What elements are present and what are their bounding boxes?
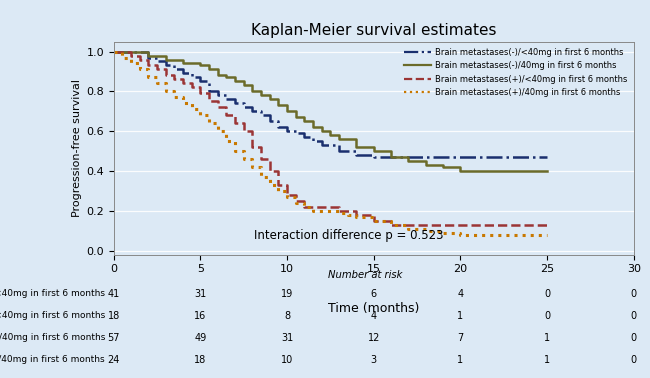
Brain metastases(-)/40mg in first 6 months — [309, 125, 317, 130]
Brain metastases(-)/<40mg in first 6 months — [474, 155, 482, 160]
Text: 41: 41 — [108, 289, 120, 299]
Brain metastases(-)/<40mg in first 6 months — [370, 155, 378, 160]
Brain metastases(-)/40mg in first 6 months — [110, 49, 118, 54]
Text: Brain metastases(+)/<40mg in first 6 months: Brain metastases(+)/<40mg in first 6 mon… — [0, 311, 105, 320]
Text: Brain metastases(-)/<40mg in first 6 months: Brain metastases(-)/<40mg in first 6 mon… — [0, 289, 105, 298]
Text: 0: 0 — [544, 311, 550, 321]
Text: 1: 1 — [458, 311, 463, 321]
Text: 16: 16 — [194, 311, 207, 321]
Text: 49: 49 — [194, 333, 207, 343]
Brain metastases(+)/<40mg in first 6 months — [153, 67, 161, 72]
Brain metastases(+)/<40mg in first 6 months — [110, 49, 118, 54]
Brain metastases(-)/40mg in first 6 months — [205, 67, 213, 72]
Line: Brain metastases(-)/<40mg in first 6 months: Brain metastases(-)/<40mg in first 6 mon… — [114, 51, 547, 157]
Text: 0: 0 — [544, 289, 550, 299]
Text: 31: 31 — [281, 333, 293, 343]
Brain metastases(+)/40mg in first 6 months — [456, 232, 464, 237]
Brain metastases(-)/<40mg in first 6 months — [110, 49, 118, 54]
Brain metastases(-)/40mg in first 6 months — [543, 169, 551, 174]
Text: 12: 12 — [367, 333, 380, 343]
Y-axis label: Progression-free survival: Progression-free survival — [72, 79, 82, 217]
Text: 24: 24 — [107, 355, 120, 365]
Brain metastases(-)/40mg in first 6 months — [292, 115, 300, 119]
Text: 57: 57 — [107, 333, 120, 343]
Text: 8: 8 — [284, 311, 290, 321]
Text: 1: 1 — [544, 333, 550, 343]
Text: 7: 7 — [458, 333, 463, 343]
Text: 31: 31 — [194, 289, 207, 299]
Brain metastases(-)/<40mg in first 6 months — [422, 155, 430, 160]
Brain metastases(-)/40mg in first 6 months — [214, 73, 222, 78]
Line: Brain metastases(+)/40mg in first 6 months: Brain metastases(+)/40mg in first 6 mont… — [114, 51, 547, 235]
Text: 18: 18 — [108, 311, 120, 321]
Line: Brain metastases(-)/40mg in first 6 months: Brain metastases(-)/40mg in first 6 mont… — [114, 51, 547, 171]
Brain metastases(+)/<40mg in first 6 months — [439, 223, 447, 227]
Text: 0: 0 — [630, 355, 637, 365]
Line: Brain metastases(+)/<40mg in first 6 months: Brain metastases(+)/<40mg in first 6 mon… — [114, 51, 547, 225]
Text: 3: 3 — [370, 355, 377, 365]
Brain metastases(+)/40mg in first 6 months — [309, 204, 317, 209]
Text: 0: 0 — [630, 333, 637, 343]
Text: 1: 1 — [458, 355, 463, 365]
Brain metastases(+)/<40mg in first 6 months — [335, 209, 343, 213]
Brain metastases(-)/40mg in first 6 months — [456, 169, 464, 174]
Text: 1: 1 — [544, 355, 550, 365]
Text: Brain metastases(-)/40mg in first 6 months: Brain metastases(-)/40mg in first 6 mont… — [0, 333, 105, 342]
Brain metastases(+)/40mg in first 6 months — [205, 113, 213, 118]
Text: 19: 19 — [281, 289, 293, 299]
Brain metastases(+)/<40mg in first 6 months — [240, 121, 248, 125]
Brain metastases(+)/40mg in first 6 months — [248, 165, 256, 169]
Text: Number at risk: Number at risk — [328, 270, 402, 280]
Brain metastases(-)/<40mg in first 6 months — [196, 75, 204, 80]
Brain metastases(+)/40mg in first 6 months — [196, 107, 204, 112]
Brain metastases(+)/40mg in first 6 months — [543, 232, 551, 237]
Text: Time (months): Time (months) — [328, 302, 419, 314]
Text: 0: 0 — [630, 289, 637, 299]
Brain metastases(+)/40mg in first 6 months — [248, 157, 256, 161]
Text: 10: 10 — [281, 355, 293, 365]
Brain metastases(-)/<40mg in first 6 months — [214, 89, 222, 94]
Brain metastases(-)/40mg in first 6 months — [422, 163, 430, 167]
Brain metastases(-)/<40mg in first 6 months — [543, 155, 551, 160]
Text: 0: 0 — [630, 311, 637, 321]
Text: Kaplan-Meier survival estimates: Kaplan-Meier survival estimates — [251, 23, 497, 38]
Text: 4: 4 — [458, 289, 463, 299]
Text: Interaction difference p = 0.523: Interaction difference p = 0.523 — [254, 229, 444, 242]
Brain metastases(-)/40mg in first 6 months — [248, 83, 256, 88]
Brain metastases(+)/40mg in first 6 months — [370, 215, 378, 219]
Brain metastases(+)/<40mg in first 6 months — [162, 73, 170, 78]
Text: 4: 4 — [370, 311, 377, 321]
Brain metastases(+)/40mg in first 6 months — [110, 49, 118, 54]
Text: 18: 18 — [194, 355, 207, 365]
Legend: Brain metastases(-)/<40mg in first 6 months, Brain metastases(-)/40mg in first 6: Brain metastases(-)/<40mg in first 6 mon… — [402, 46, 630, 99]
Brain metastases(+)/<40mg in first 6 months — [248, 145, 256, 149]
Text: 6: 6 — [370, 289, 377, 299]
Text: Brain metastases(+)/40mg in first 6 months: Brain metastases(+)/40mg in first 6 mont… — [0, 355, 105, 364]
Brain metastases(-)/<40mg in first 6 months — [248, 105, 256, 110]
Brain metastases(+)/<40mg in first 6 months — [543, 223, 551, 227]
Brain metastases(-)/<40mg in first 6 months — [274, 119, 282, 124]
Brain metastases(+)/<40mg in first 6 months — [387, 223, 395, 227]
